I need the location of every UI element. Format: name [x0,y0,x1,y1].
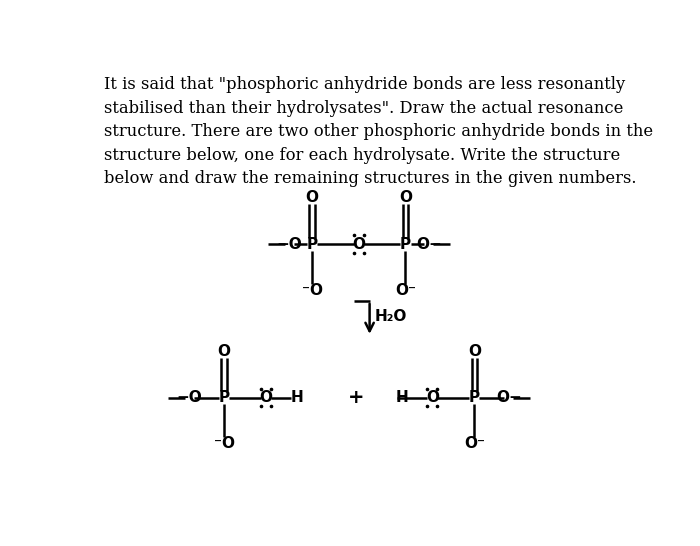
Text: P: P [218,390,230,405]
Text: O: O [468,344,481,359]
Text: O: O [306,191,318,205]
Text: O: O [260,390,273,405]
Text: ⁻O: ⁻O [302,283,323,298]
Text: O−: O− [416,237,442,252]
Text: +: + [348,388,364,407]
Text: O: O [352,237,365,252]
Text: O⁻: O⁻ [395,283,416,298]
Text: P: P [307,237,318,252]
Text: H: H [395,390,408,405]
Text: P: P [469,390,480,405]
Text: It is said that "phosphoric anhydride bonds are less resonantly
stabilised than : It is said that "phosphoric anhydride bo… [104,76,653,187]
Text: −O: −O [176,390,202,405]
Text: −O: −O [276,237,302,252]
Text: O: O [426,390,439,405]
Text: H₂O: H₂O [375,309,407,324]
Text: O−: O− [496,390,522,405]
Text: ⁻O: ⁻O [214,436,235,452]
Text: H: H [290,390,303,405]
Text: O: O [399,191,412,205]
Text: O⁻: O⁻ [464,436,485,452]
Text: P: P [400,237,411,252]
Text: O: O [218,344,231,359]
